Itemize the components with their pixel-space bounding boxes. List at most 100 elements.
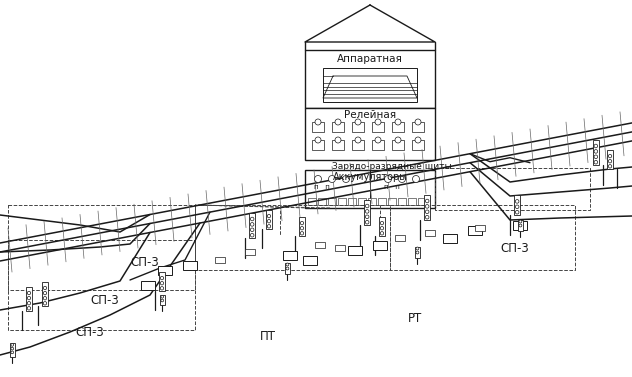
Bar [352,140,364,150]
Circle shape [315,176,322,182]
Circle shape [594,144,598,148]
Text: Релейная: Релейная [344,110,396,120]
Bar [408,198,416,205]
Bar [303,256,317,265]
Circle shape [375,137,381,143]
Bar [364,199,370,225]
Circle shape [415,119,421,125]
Bar [412,140,424,150]
Bar [514,195,520,215]
Bar [332,122,344,132]
Bar [299,217,305,236]
Text: СП-3: СП-3 [130,256,159,268]
Bar [141,280,155,290]
Circle shape [515,210,519,214]
Bar [443,233,457,242]
Circle shape [375,119,381,125]
Bar [215,257,225,263]
Circle shape [380,231,384,235]
Text: ПТ: ПТ [260,330,276,343]
Circle shape [27,291,31,295]
Bar [379,217,385,236]
Bar [245,249,255,255]
Circle shape [395,137,401,143]
Circle shape [335,119,341,125]
Bar [468,225,482,234]
Circle shape [355,137,361,143]
Circle shape [416,251,419,254]
Bar [424,195,430,220]
Bar [312,140,324,150]
Bar [398,198,406,205]
Circle shape [161,276,164,280]
Circle shape [161,296,164,298]
Text: Аппаратная: Аппаратная [337,54,403,64]
Circle shape [594,150,598,153]
Bar [283,250,297,259]
Circle shape [286,263,289,266]
Bar [392,140,404,150]
Bar [335,245,345,251]
Circle shape [161,287,164,290]
Circle shape [300,231,303,235]
Circle shape [300,221,303,225]
Bar [418,198,426,205]
Bar [358,198,366,205]
Circle shape [519,220,522,223]
Circle shape [267,215,270,218]
Circle shape [380,227,384,230]
Bar [318,198,326,205]
Bar [338,198,346,205]
Bar [518,219,523,230]
Circle shape [425,205,429,208]
Bar [305,108,435,160]
Circle shape [286,267,289,270]
Circle shape [380,221,384,225]
Bar [513,221,527,230]
Circle shape [11,351,14,354]
Bar [305,170,435,208]
Bar [308,198,316,205]
Circle shape [399,176,406,182]
Bar [475,225,485,231]
Bar [372,140,384,150]
Bar [312,122,324,132]
Circle shape [335,137,341,143]
Circle shape [365,215,369,219]
Bar [26,287,32,311]
Bar [323,68,417,102]
Text: РТ: РТ [408,312,422,325]
Text: СП-3: СП-3 [500,242,529,254]
Bar [249,213,255,238]
Circle shape [250,217,254,221]
Bar [348,198,356,205]
Circle shape [515,199,519,203]
Circle shape [300,227,303,230]
Bar [315,242,325,248]
Text: п   п: п п [314,184,330,190]
Circle shape [11,347,14,350]
Circle shape [425,215,429,219]
Circle shape [267,225,270,228]
Circle shape [594,160,598,164]
Circle shape [250,228,254,231]
Text: Зарядо-разрядные щиты: Зарядо-разрядные щиты [332,162,452,171]
Bar [266,210,272,229]
Circle shape [43,291,47,295]
Circle shape [43,296,47,300]
Bar [159,272,165,291]
Circle shape [250,233,254,237]
Bar [285,262,290,273]
Text: п   п: п п [384,184,400,190]
Circle shape [594,155,598,159]
Bar [372,122,384,132]
Bar [305,50,435,108]
Circle shape [609,165,612,168]
Bar [10,343,15,357]
Circle shape [395,119,401,125]
Circle shape [355,119,361,125]
Circle shape [365,210,369,213]
Bar [392,122,404,132]
Bar [593,139,599,165]
Circle shape [519,224,522,227]
